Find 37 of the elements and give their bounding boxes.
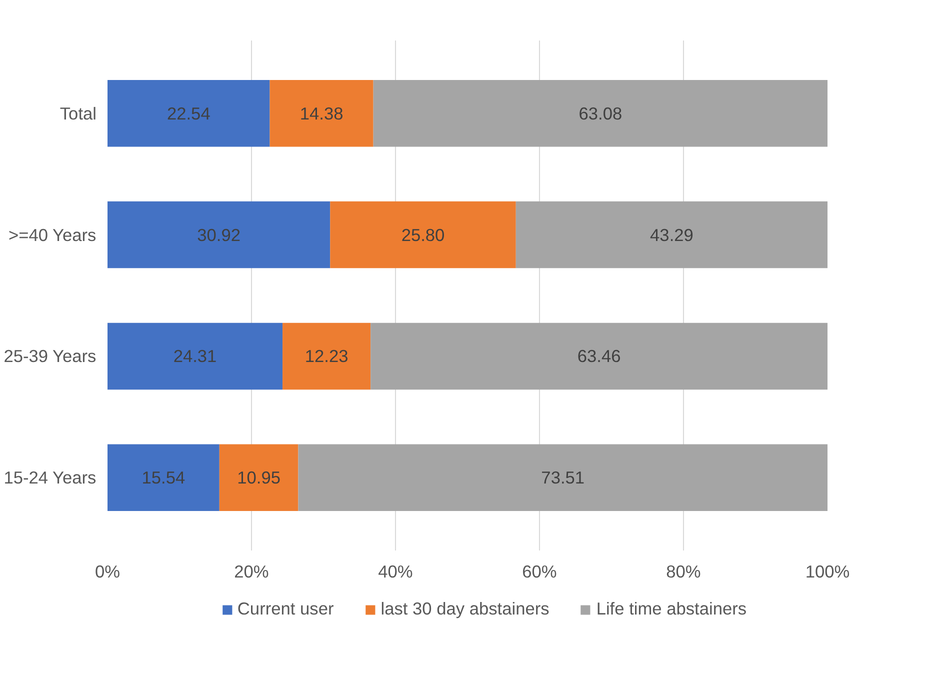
legend-label: Current user <box>237 598 334 620</box>
data-label: 22.54 <box>166 103 211 124</box>
data-label: 15.54 <box>142 468 186 488</box>
x-tick-label: 20% <box>234 562 269 582</box>
bar <box>108 444 220 512</box>
data-label: 63.46 <box>577 346 621 366</box>
data-label: 73.51 <box>541 468 585 488</box>
data-label: 10.95 <box>237 468 280 488</box>
bar <box>108 201 330 268</box>
data-label: 30.92 <box>197 224 241 245</box>
data-label: 14.38 <box>300 103 344 124</box>
data-label: 25.80 <box>401 224 445 245</box>
bar <box>516 201 828 268</box>
data-label: 12.23 <box>304 346 348 366</box>
x-tick-label: 60% <box>522 562 557 582</box>
data-label: 24.31 <box>173 346 217 366</box>
bar <box>270 80 374 147</box>
bar <box>370 322 828 390</box>
bar <box>108 80 270 147</box>
data-label: 43.29 <box>650 224 694 245</box>
bar <box>108 322 283 390</box>
bar <box>282 322 371 390</box>
x-tick-label: 0% <box>94 562 120 582</box>
bar <box>298 444 828 512</box>
y-tick-label: >=40 Years <box>8 224 97 245</box>
data-label: 63.08 <box>578 103 622 124</box>
bar <box>219 444 298 512</box>
bar <box>373 80 828 147</box>
y-tick-label: Total <box>60 103 97 124</box>
legend-label: Life time abstainers <box>596 598 747 620</box>
y-tick-label: 15-24 Years <box>4 468 97 488</box>
x-tick-label: 100% <box>805 562 850 582</box>
x-tick-label: 40% <box>378 562 413 582</box>
y-tick-label: 25-39 Years <box>4 346 97 366</box>
x-tick-label: 80% <box>666 562 701 582</box>
legend-label: last 30 day abstainers <box>380 598 550 620</box>
bar <box>330 201 516 268</box>
